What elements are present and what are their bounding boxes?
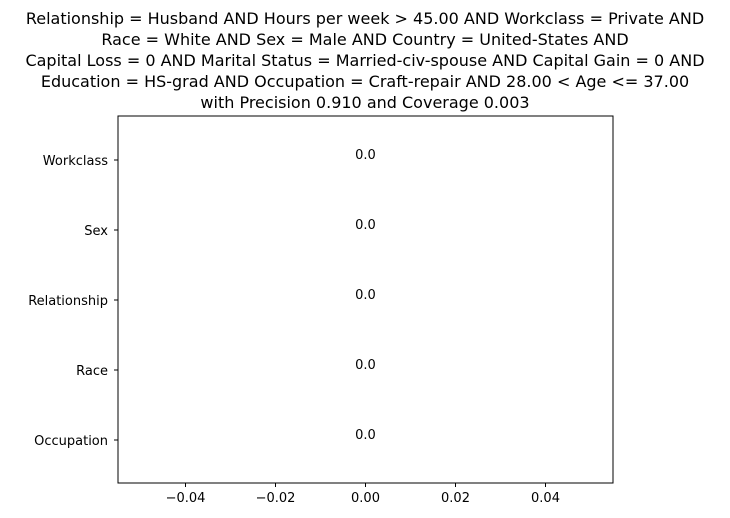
y-tick-label: Workclass	[43, 154, 108, 169]
data-label: 0.0	[355, 288, 376, 303]
chart-title: Relationship = Husband AND Hours per wee…	[25, 9, 704, 112]
y-tick-label: Relationship	[28, 294, 108, 309]
title-line: Relationship = Husband AND Hours per wee…	[26, 9, 704, 28]
data-label: 0.0	[355, 428, 376, 443]
title-line: Capital Loss = 0 AND Marital Status = Ma…	[25, 51, 704, 70]
y-tick-label: Sex	[84, 224, 108, 239]
title-line: with Precision 0.910 and Coverage 0.003	[200, 93, 529, 112]
x-tick-label: 0.02	[441, 491, 470, 506]
data-label: 0.0	[355, 218, 376, 233]
title-line: Education = HS-grad AND Occupation = Cra…	[41, 72, 689, 91]
data-label: 0.0	[355, 358, 376, 373]
y-tick-label: Race	[76, 364, 108, 379]
data-labels: 0.0 0.0 0.0 0.0 0.0	[355, 148, 376, 443]
x-tick-label: 0.00	[351, 491, 380, 506]
x-tick-label: −0.02	[256, 491, 296, 506]
x-tick-label: −0.04	[166, 491, 206, 506]
x-axis: −0.04 −0.02 0.00 0.02 0.04	[166, 483, 560, 506]
data-label: 0.0	[355, 148, 376, 163]
x-tick-label: 0.04	[531, 491, 560, 506]
y-tick-label: Occupation	[34, 434, 108, 449]
y-axis: Workclass Sex Relationship Race Occupation	[28, 154, 118, 449]
title-line: Race = White AND Sex = Male AND Country …	[101, 30, 628, 49]
